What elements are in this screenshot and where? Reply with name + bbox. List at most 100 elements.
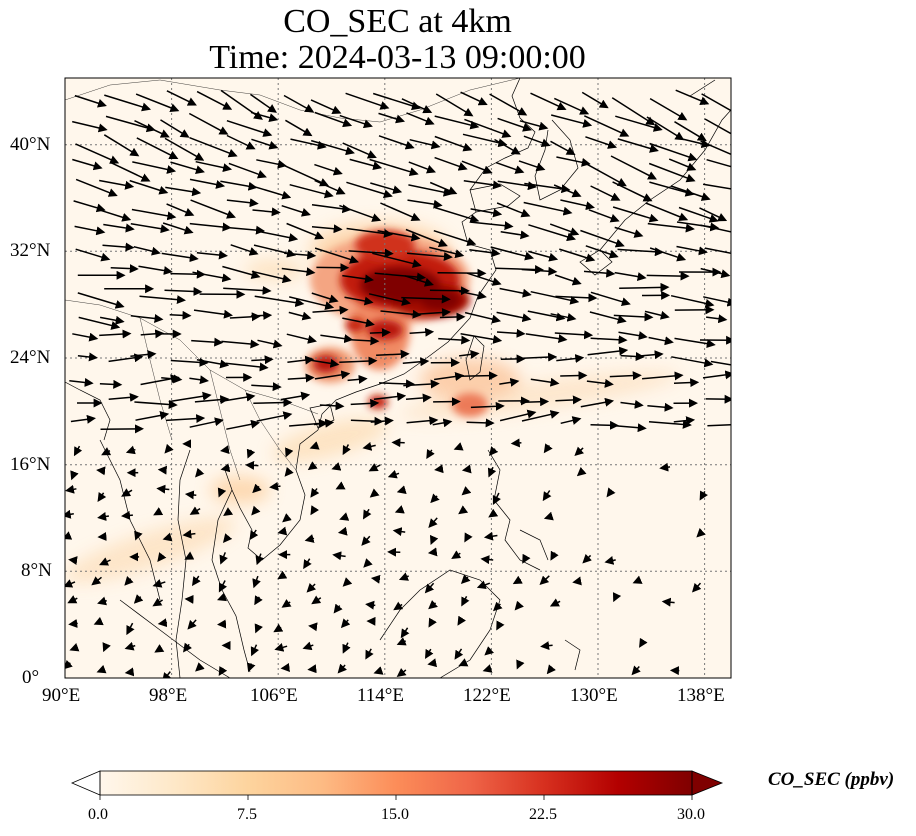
wind-arrow <box>245 460 259 470</box>
wind-arrow <box>516 659 525 670</box>
wind-arrow <box>648 419 692 429</box>
wind-arrow <box>342 142 377 159</box>
wind-arrow <box>134 120 170 138</box>
wind-arrow <box>543 443 553 454</box>
wind-arrow <box>470 208 503 218</box>
wind-arrow <box>164 287 203 296</box>
wind-arrow <box>153 507 164 516</box>
wind-arrow <box>252 185 292 200</box>
wind-arrow <box>380 202 421 222</box>
wind-arrow <box>152 597 163 607</box>
wind-arrow <box>67 595 78 604</box>
colorbar-gradient <box>100 771 692 795</box>
wind-arrow <box>342 444 351 456</box>
wind-arrow <box>139 295 186 305</box>
wind-arrow <box>488 446 499 456</box>
wind-arrow <box>168 391 212 403</box>
wind-arrow <box>405 393 432 403</box>
wind-arrow <box>370 416 394 426</box>
wind-arrow <box>222 533 233 543</box>
wind-arrow <box>546 664 556 675</box>
wind-arrow <box>710 360 731 366</box>
wind-arrow <box>464 311 502 324</box>
wind-arrow <box>649 181 695 197</box>
wind-arrow <box>644 310 670 320</box>
wind-arrow <box>187 619 197 630</box>
wind-arrow <box>696 528 706 538</box>
wind-arrow <box>495 265 544 275</box>
wind-arrow <box>191 575 201 587</box>
wind-arrow <box>675 89 710 105</box>
wind-arrow <box>706 314 728 324</box>
wind-arrow <box>460 574 471 584</box>
wind-arrow <box>157 618 168 628</box>
wind-arrow <box>274 643 288 652</box>
wind-arrow <box>108 353 144 363</box>
wind-arrow <box>253 398 293 408</box>
wind-arrow <box>521 410 560 422</box>
wind-arrow <box>480 555 494 565</box>
wind-arrow <box>184 490 197 500</box>
wind-arrow <box>70 414 96 424</box>
wind-arrow <box>193 309 233 319</box>
wind-arrow <box>132 161 177 174</box>
wind-arrow <box>497 117 533 132</box>
wind-arrow <box>162 222 194 235</box>
wind-arrow <box>126 622 135 636</box>
wind-arrow <box>162 671 172 678</box>
wind-arrow <box>196 358 230 369</box>
wind-arrow <box>99 379 123 389</box>
wind-arrow <box>368 463 381 472</box>
wind-arrow <box>409 138 441 150</box>
wind-arrow <box>614 423 647 433</box>
wind-arrow <box>290 138 327 150</box>
wind-arrow <box>284 466 294 477</box>
wind-arrow <box>286 222 325 240</box>
wind-arrow <box>424 648 434 659</box>
wind-arrow <box>311 224 343 234</box>
wind-arrow <box>405 228 448 248</box>
lon-tick-label: 106°E <box>250 685 298 706</box>
wind-arrow <box>91 576 102 586</box>
wind-arrow <box>401 98 433 114</box>
wind-arrow <box>281 599 292 608</box>
lat-tick-label: 16°N <box>10 454 51 475</box>
wind-arrow <box>554 330 594 340</box>
wind-arrow <box>101 447 112 456</box>
wind-arrow <box>521 266 558 276</box>
wind-arrow <box>394 505 405 514</box>
wind-arrow <box>308 622 318 632</box>
wind-arrow <box>286 333 317 344</box>
wind-arrow <box>314 163 343 176</box>
wind-arrow <box>434 156 468 171</box>
wind-arrow <box>404 275 434 287</box>
wind-arrow <box>439 312 466 322</box>
wind-arrow <box>363 558 373 568</box>
wind-arrow <box>459 349 480 359</box>
wind-arrow <box>483 531 498 541</box>
wind-arrow <box>306 583 317 593</box>
wind-arrow <box>335 481 346 490</box>
wind-arrow <box>576 466 587 477</box>
wind-arrow <box>195 160 233 172</box>
wind-arrow <box>311 292 339 304</box>
map-frame <box>64 77 732 679</box>
lon-tick-label: 90°E <box>42 685 81 706</box>
wind-arrow <box>387 469 400 479</box>
wind-arrow <box>519 120 549 131</box>
wind-arrow <box>556 156 591 167</box>
wind-arrow <box>309 358 340 368</box>
wind-vectors <box>65 89 731 678</box>
wind-arrow <box>125 445 136 455</box>
wind-arrow <box>586 378 614 388</box>
wind-arrow <box>369 328 391 338</box>
wind-arrow <box>74 225 106 236</box>
wind-arrow <box>307 664 317 674</box>
wind-arrow <box>312 305 349 315</box>
wind-arrow <box>246 662 256 673</box>
wind-arrow <box>320 334 354 344</box>
wind-arrow <box>559 248 596 263</box>
wind-arrow <box>396 667 407 677</box>
lat-tick-label: 24°N <box>10 347 51 368</box>
wind-arrow <box>518 160 546 172</box>
